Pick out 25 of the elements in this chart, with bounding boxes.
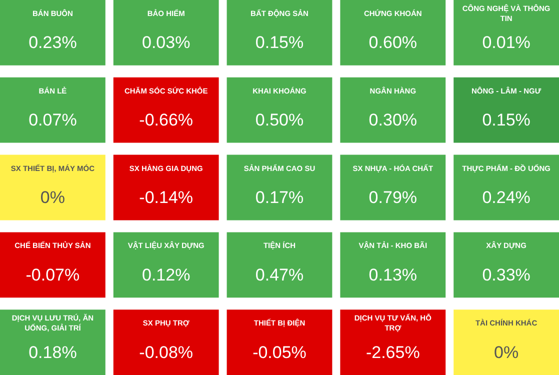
- data-label: 0.47%: [255, 265, 304, 284]
- data-label: 0.13%: [368, 265, 417, 284]
- data-label: 0%: [40, 188, 65, 207]
- data-label: 0.33%: [482, 265, 530, 284]
- data-label: -2.65%: [366, 342, 420, 362]
- data-label: 0.17%: [255, 188, 304, 207]
- data-label: -0.14%: [139, 188, 194, 207]
- data-label: -0.05%: [252, 342, 306, 362]
- data-label: 0.07%: [28, 110, 77, 130]
- data-label: -0.08%: [139, 342, 194, 362]
- data-label: 0%: [494, 342, 519, 362]
- data-label: 0.15%: [482, 110, 530, 130]
- data-label: 0.15%: [255, 33, 304, 52]
- data-label: 0.79%: [368, 188, 417, 207]
- data-label: 0.23%: [28, 33, 77, 52]
- data-label: 0.24%: [482, 188, 530, 207]
- data-label: -0.07%: [26, 265, 80, 284]
- data-label: -0.66%: [139, 110, 194, 130]
- data-label: 0.50%: [255, 110, 304, 130]
- data-label: 0.60%: [368, 33, 417, 52]
- data-label: 0.30%: [368, 110, 417, 130]
- data-label: 0.18%: [28, 342, 77, 362]
- data-label: 0.12%: [142, 265, 190, 284]
- data-label: 0.01%: [482, 33, 530, 52]
- data-label: 0.03%: [142, 33, 190, 52]
